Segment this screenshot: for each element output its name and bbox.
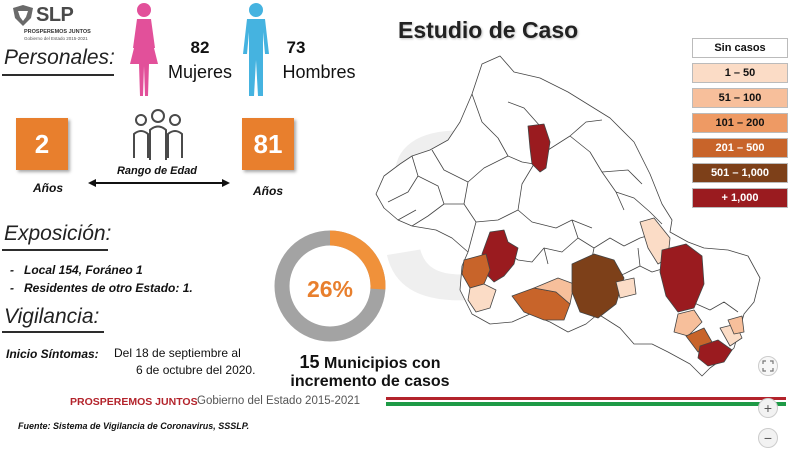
logo-word: SLP [36,4,74,26]
legend-item: 501 – 1,000 [692,163,788,183]
municipios-line2: incremento de casos [290,373,450,390]
logo-emblem-icon [13,5,33,26]
footer-stripe [386,397,786,406]
age-range-arrow [88,179,230,187]
percentage-donut [274,230,386,342]
logo-government: Gobierno del Estado 2015-2021 [24,36,88,41]
age-range-label: Rango de Edad [116,165,198,177]
map-municipio-pale-southeast [727,315,745,335]
legend-item: Sin casos [692,38,788,58]
logo-slogan: PROSPEREMOS JUNTOS [24,29,91,35]
legend-item: 101 – 200 [692,113,788,133]
legend-item: 51 – 100 [692,88,788,108]
map-municipio-light-center [533,277,575,305]
slp-logo: SLP PROSPEREMOS JUNTOS Gobierno del Esta… [10,4,120,44]
women-label: Mujeres [167,62,233,82]
footer-brand: PROSPEREMOS JUNTOS [70,396,198,408]
exposicion-item-residentes: - Residentes de otro Estado: 1. [10,281,193,295]
map-municipio-dark-red-north [527,123,551,173]
map-municipio-brown-center [571,253,625,319]
inicio-sintomas-line2: 6 de octubre del 2020. [136,363,256,377]
expand-icon[interactable] [758,356,778,376]
legend-item: 1 – 50 [692,63,788,83]
min-age-box: 2 [16,118,68,170]
map-municipio-light-southeast [673,309,703,337]
map-municipio-dark-red-south [697,339,733,367]
max-age-box: 81 [242,118,294,170]
vigilancia-underline [2,331,104,333]
exposicion-underline [2,249,108,251]
inicio-sintomas-label: Inicio Síntomas: [6,347,99,361]
legend-item: + 1,000 [692,188,788,208]
source-note: Fuente: Sistema de Vigilancia de Coronav… [18,421,250,431]
exposicion-item-local: - Local 154, Foráneo 1 [10,263,143,277]
vigilancia-title: Vigilancia: [4,305,100,328]
personales-underline [2,74,114,76]
donut-percent-label: 26% [306,276,354,302]
main-title: Estudio de Caso [398,17,579,43]
municipios-line1: 15 Municipios con [299,352,441,372]
footer-government: Gobierno del Estado 2015-2021 [197,395,361,407]
map-municipio-light-west [467,283,497,313]
donut-fill-ring [274,230,386,342]
men-label: Hombres [282,62,356,82]
map-municipio-pale-center [615,277,637,299]
min-age-label: Años [33,181,63,195]
group-people-icon [133,109,183,160]
female-figure-icon [130,3,158,96]
inicio-sintomas-line1: Del 18 de septiembre al [114,346,241,360]
male-figure-icon [243,3,269,96]
women-count: 82 [190,38,210,57]
personales-title: Personales: [4,46,115,69]
zoom-in-button[interactable]: + [758,398,778,418]
legend-item: 201 – 500 [692,138,788,158]
exposicion-title: Exposición: [4,222,112,245]
max-age-label: Años [253,184,283,198]
san-luis-potosi-map [375,55,761,377]
map-municipio-dark-red-east [659,243,705,313]
map-legend: Sin casos 1 – 50 51 – 100 101 – 200 201 – 50… [692,38,788,218]
zoom-out-button[interactable]: − [758,428,778,448]
men-count: 73 [286,38,306,57]
